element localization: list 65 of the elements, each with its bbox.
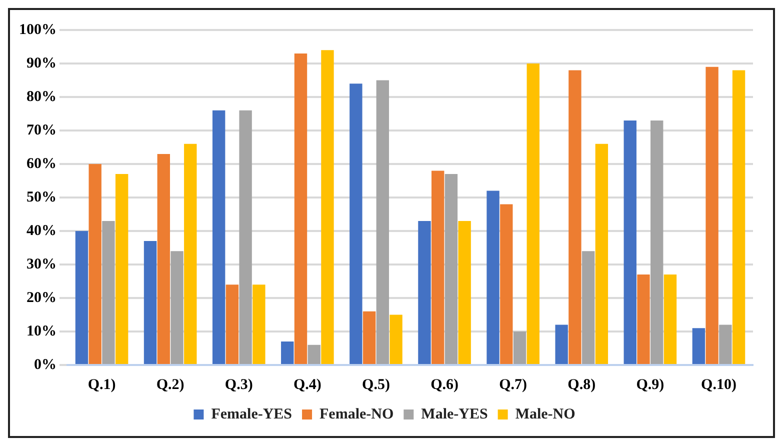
bar (513, 332, 526, 364)
y-tick-label: 70% (26, 122, 56, 138)
y-tick-label: 60% (26, 156, 56, 172)
bar (706, 66, 718, 364)
bar (170, 251, 184, 364)
bar (362, 311, 376, 364)
bar (555, 324, 568, 364)
x-tick-label: Q.1) (88, 376, 116, 393)
x-tick-label: Q.4) (293, 376, 322, 393)
bar (88, 164, 102, 364)
bar (458, 220, 471, 364)
bar (75, 231, 88, 364)
bar (281, 342, 294, 364)
y-tick-label: 0% (34, 356, 56, 373)
bar (486, 190, 500, 364)
bar (294, 53, 308, 364)
bar (226, 284, 239, 364)
x-tick-label: Q.3) (224, 376, 253, 393)
bar (650, 120, 664, 364)
y-tick-label: 30% (26, 256, 56, 272)
legend-label: Female-YES (211, 406, 292, 422)
bar (102, 220, 115, 364)
bar (115, 174, 128, 364)
bar (664, 274, 677, 364)
bar (321, 50, 334, 364)
bar (732, 70, 746, 364)
bar (308, 344, 320, 364)
x-tick-label: Q.6) (430, 376, 458, 393)
bar (418, 220, 431, 364)
bar (144, 241, 157, 364)
legend-label: Male-NO (515, 406, 576, 422)
y-tick-label: 40% (26, 222, 56, 239)
x-tick-label: Q.8) (568, 376, 596, 393)
bar (624, 120, 636, 364)
y-tick-label: 90% (26, 55, 56, 72)
bar (444, 174, 458, 364)
bar (212, 110, 226, 364)
bar (431, 170, 444, 364)
bar (692, 328, 706, 364)
bar (582, 251, 595, 364)
bar (526, 64, 540, 364)
y-tick-label: 20% (26, 290, 56, 306)
y-tick-label: 10% (26, 323, 56, 340)
bar (719, 324, 732, 364)
y-tick-label: 100% (19, 22, 56, 38)
y-tick-label: 50% (26, 189, 56, 206)
x-tick-label: Q.5) (362, 376, 390, 393)
bar (568, 70, 582, 364)
bar (350, 84, 362, 364)
x-tick-label: Q.7) (499, 376, 528, 393)
bar (376, 80, 390, 364)
bar (157, 154, 170, 364)
x-tick-label: Q.9) (636, 376, 664, 393)
bar (595, 144, 608, 364)
bar (637, 274, 650, 364)
y-tick-label: 80% (26, 88, 56, 105)
legend-label: Female-NO (320, 406, 394, 422)
bar (390, 314, 402, 364)
legend-label: Male-YES (421, 406, 488, 422)
bar (239, 110, 252, 364)
x-tick-label: Q.10) (701, 376, 736, 393)
bar (500, 204, 513, 364)
bar (252, 284, 266, 364)
bar (184, 144, 197, 364)
x-tick-label: Q.2) (156, 376, 184, 393)
